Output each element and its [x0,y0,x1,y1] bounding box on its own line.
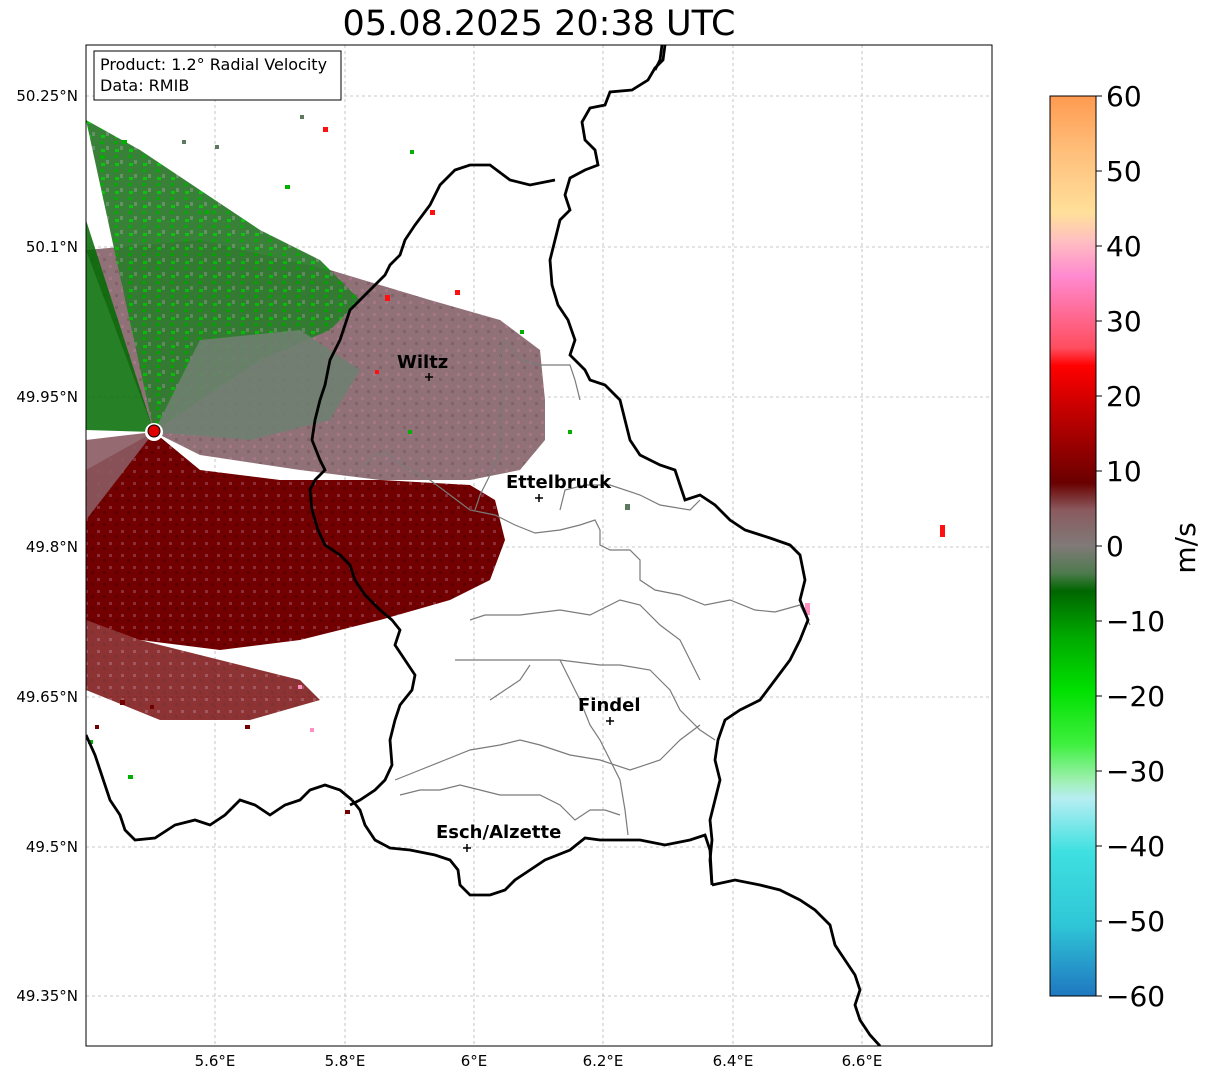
lat-tick-label: 49.65°N [16,688,78,706]
city-wiltz[interactable]: Wiltz [397,352,448,381]
svg-text:Esch/Alzette: Esch/Alzette [436,822,561,843]
lat-tick-label: 50.1°N [26,238,78,256]
colorbar-tick-label: −20 [1106,680,1165,713]
lat-tick-label: 49.35°N [16,987,78,1005]
colorbar-tick-label: 50 [1106,155,1142,188]
lon-tick-label: 6.2°E [583,1052,624,1070]
lat-tick-label: 49.5°N [26,838,78,856]
lon-tick-label: 5.6°E [195,1052,236,1070]
lon-tick-label: 6°E [461,1052,488,1070]
lat-tick-label: 49.8°N [26,538,78,556]
radar-site-marker[interactable] [145,423,163,441]
svg-text:Data: RMIB: Data: RMIB [100,76,189,95]
colorbar-tick-label: 30 [1106,305,1142,338]
colorbar-gradient [1049,95,1097,997]
colorbar: 60 50 40 30 20 10 0 −10 −20 −30 −40 −50 −60 m/s [1049,80,1202,1013]
city-findel[interactable]: Findel [578,695,641,725]
lat-tick-label: 49.95°N [16,388,78,406]
city-esch-alzette[interactable]: Esch/Alzette [436,822,561,852]
colorbar-tick-label: 0 [1106,530,1124,563]
city-ettelbruck[interactable]: Ettelbruck [506,472,612,502]
product-info-box: Product: 1.2° Radial Velocity Data: RMIB [93,50,342,101]
colorbar-tick-label: −10 [1106,605,1165,638]
colorbar-tick-label: −60 [1106,980,1165,1013]
map-title: 05.08.2025 20:38 UTC [342,4,736,44]
colorbar-tick-label: −30 [1106,755,1165,788]
country-border [86,45,882,1046]
canton-boundaries [364,338,811,836]
radar-echoes [86,115,945,814]
svg-text:Wiltz: Wiltz [397,352,448,373]
colorbar-tick-label: 60 [1106,80,1142,113]
colorbar-unit-label: m/s [1169,522,1202,573]
svg-text:Product: 1.2° Radial Velocity: Product: 1.2° Radial Velocity [100,55,327,74]
colorbar-tick-label: 40 [1106,230,1142,263]
svg-text:Ettelbruck: Ettelbruck [506,472,612,493]
longitude-axis: 5.6°E 5.8°E 6°E 6.2°E 6.4°E 6.6°E [195,1052,883,1070]
svg-text:Findel: Findel [578,695,641,716]
lat-tick-label: 50.25°N [16,87,78,105]
colorbar-ticks: 60 50 40 30 20 10 0 −10 −20 −30 −40 −50 −60 [1096,80,1165,1013]
lon-tick-label: 6.6°E [842,1052,883,1070]
lon-tick-label: 5.8°E [325,1052,366,1070]
latitude-axis: 50.25°N 50.1°N 49.95°N 49.8°N 49.65°N 49… [16,87,78,1005]
lon-tick-label: 6.4°E [713,1052,754,1070]
colorbar-tick-label: −40 [1106,830,1165,863]
map-panel[interactable]: Wiltz Ettelbruck Findel Esch/Alzette Pro… [85,44,993,1047]
colorbar-tick-label: 10 [1106,455,1142,488]
colorbar-tick-label: −50 [1106,905,1165,938]
colorbar-tick-label: 20 [1106,380,1142,413]
